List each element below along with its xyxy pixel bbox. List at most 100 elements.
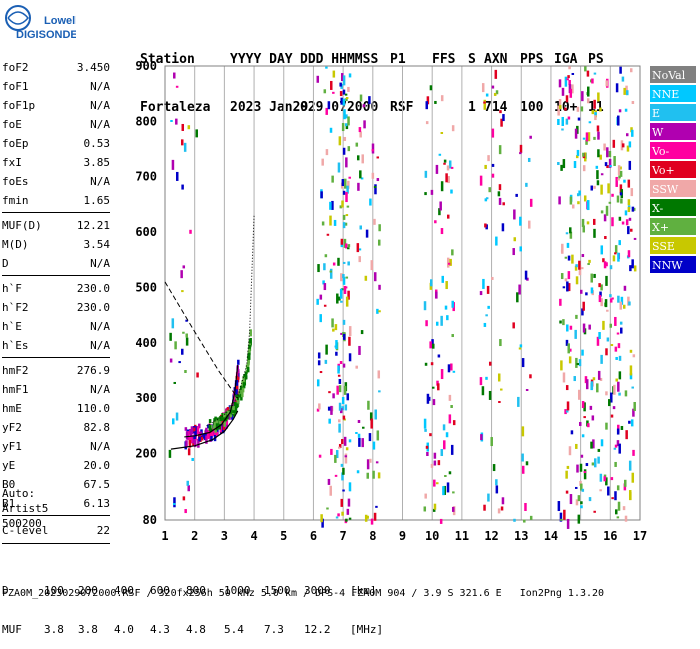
noise-mark xyxy=(558,79,562,88)
noise-mark xyxy=(347,290,350,300)
noise-mark xyxy=(430,189,434,195)
noise-mark xyxy=(434,100,437,104)
o-trace-echo xyxy=(199,431,202,436)
x-trace-echo xyxy=(248,344,251,351)
noise-mark xyxy=(438,208,441,216)
noise-mark xyxy=(174,341,177,350)
noise-mark xyxy=(425,320,428,327)
noise-mark xyxy=(620,140,624,151)
noise-mark xyxy=(560,518,563,521)
noise-mark xyxy=(432,399,436,406)
noise-mark xyxy=(581,488,585,492)
legend-item-w: W xyxy=(650,123,696,142)
param-hf: h`F 230.0 xyxy=(2,279,110,298)
noise-mark xyxy=(483,99,487,110)
noise-mark xyxy=(500,506,504,511)
noise-mark xyxy=(345,124,349,130)
noise-mark xyxy=(569,227,572,234)
noise-mark xyxy=(499,339,502,347)
param-label: hmF2 xyxy=(2,364,29,377)
param-ye: yE 20.0 xyxy=(2,456,110,475)
noise-mark xyxy=(339,82,342,87)
noise-mark xyxy=(424,493,427,499)
noise-mark xyxy=(560,360,563,371)
noise-mark xyxy=(325,344,328,355)
noise-mark xyxy=(377,472,381,479)
noise-mark xyxy=(628,460,632,471)
o-trace-echo xyxy=(198,436,201,442)
noise-mark xyxy=(500,118,503,127)
noise-mark xyxy=(600,184,603,195)
x-tick-label: 8 xyxy=(369,529,376,543)
o-trace-echo xyxy=(194,431,197,437)
noise-mark xyxy=(327,478,331,485)
noise-mark xyxy=(616,485,620,491)
auto-artist: Artist5 xyxy=(2,502,49,515)
noise-mark xyxy=(629,349,633,353)
noise-mark xyxy=(343,385,347,395)
noise-mark xyxy=(348,353,352,362)
noise-mark xyxy=(429,85,433,91)
x-trace-echo xyxy=(234,406,238,414)
noise-mark xyxy=(319,371,323,374)
noise-mark xyxy=(570,430,574,435)
noise-mark xyxy=(619,192,623,196)
noise-mark xyxy=(173,381,177,384)
noise-mark xyxy=(426,393,430,404)
noise-mark xyxy=(613,447,617,450)
noise-mark xyxy=(566,324,569,332)
noise-mark xyxy=(621,143,625,148)
noise-mark xyxy=(623,483,627,491)
noise-mark xyxy=(574,265,578,271)
noise-mark xyxy=(585,463,589,467)
noise-mark xyxy=(187,125,191,130)
noise-mark xyxy=(444,305,448,310)
noise-mark xyxy=(345,114,348,119)
noise-mark xyxy=(429,282,433,290)
noise-mark xyxy=(336,385,339,395)
noise-mark xyxy=(567,343,570,354)
noise-mark xyxy=(606,165,609,169)
noise-mark xyxy=(619,66,622,74)
noise-mark xyxy=(575,443,578,449)
noise-mark xyxy=(331,318,334,328)
o-trace-echo xyxy=(207,424,210,429)
param-hmf1: hmF1 N/A xyxy=(2,380,110,399)
noise-mark xyxy=(346,508,350,515)
noise-mark xyxy=(368,433,372,442)
noise-mark xyxy=(596,125,600,132)
noise-mark xyxy=(617,165,621,176)
noise-mark xyxy=(339,205,343,209)
noise-mark xyxy=(499,110,502,114)
param-hes: h`Es N/A xyxy=(2,336,110,355)
noise-mark xyxy=(620,327,623,334)
param-divider xyxy=(2,515,110,516)
noise-mark xyxy=(341,439,344,445)
header-line1-field-8: IGA xyxy=(554,52,578,67)
o-trace-echo xyxy=(237,359,240,365)
noise-mark xyxy=(332,328,335,332)
noise-mark xyxy=(565,490,569,494)
noise-mark xyxy=(185,337,189,346)
param-label: D xyxy=(2,257,9,270)
drow-cell: 400 xyxy=(114,584,134,597)
noise-mark xyxy=(348,176,351,179)
header-line1-field-3: P1 xyxy=(390,52,406,67)
noise-mark xyxy=(451,506,455,512)
noise-mark xyxy=(330,405,333,415)
o-trace-echo xyxy=(203,433,206,439)
param-d: D N/A xyxy=(2,254,110,273)
noise-mark xyxy=(618,371,622,380)
noise-mark xyxy=(585,292,588,296)
header: Station YYYY DAY DDD HHMMSS P1 FFS S AXN PPS IGA… xyxy=(140,20,604,132)
noise-mark xyxy=(573,161,577,169)
noise-mark xyxy=(320,191,323,199)
noise-mark xyxy=(442,486,445,496)
noise-mark xyxy=(337,513,340,517)
param-value: 22 xyxy=(96,524,110,537)
noise-mark xyxy=(598,332,601,340)
noise-mark xyxy=(366,459,370,470)
y-tick-label: 500 xyxy=(135,280,157,294)
noise-mark xyxy=(171,159,175,170)
noise-mark xyxy=(524,502,527,511)
